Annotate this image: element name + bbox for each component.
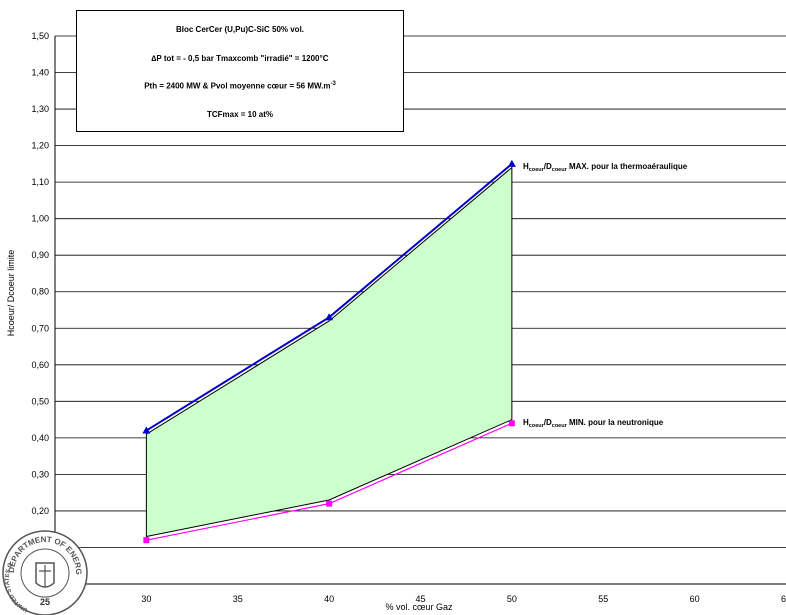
band-area bbox=[145, 166, 513, 538]
y-tick-label: 0,90 bbox=[31, 250, 49, 260]
y-tick-label: 0,70 bbox=[31, 323, 49, 333]
y-tick-label: 0,80 bbox=[31, 287, 49, 297]
axes bbox=[54, 36, 786, 585]
x-tick-label: 65 bbox=[781, 594, 786, 604]
info-line-3-main: Pth = 2400 MW & Pvol moyenne cœur = 56 M… bbox=[144, 81, 331, 91]
info-line-3: Pth = 2400 MW & Pvol moyenne cœur = 56 M… bbox=[77, 81, 403, 91]
y-tick-label: 0,30 bbox=[31, 469, 49, 479]
marker-min-point bbox=[326, 500, 333, 507]
info-line-4: TCFmax = 10 at% bbox=[206, 110, 274, 119]
doe-seal-icon: DEPARTMENT OF ENERGY UNITED STATES OF AM… bbox=[0, 525, 88, 615]
info-line-1: Bloc CerCer (U,Pu)C-SiC 50% vol. bbox=[175, 25, 305, 34]
y-tick-label: 0,50 bbox=[31, 396, 49, 406]
x-tick-label: 45 bbox=[415, 594, 425, 604]
y-tick-label: 0,40 bbox=[31, 433, 49, 443]
y-tick-label: 1,40 bbox=[31, 68, 49, 78]
seal-page-number: 25 bbox=[40, 597, 50, 607]
x-tick-label: 35 bbox=[233, 594, 243, 604]
tick-labels: 0,000,100,200,300,400,500,600,700,800,90… bbox=[31, 31, 786, 604]
y-tick-label: 1,00 bbox=[31, 214, 49, 224]
x-tick-label: 30 bbox=[141, 594, 151, 604]
info-box: Bloc CerCer (U,Pu)C-SiC 50% vol. ∆P tot … bbox=[76, 10, 404, 132]
y-tick-label: 1,10 bbox=[31, 177, 49, 187]
marker-min-point bbox=[143, 537, 150, 544]
x-tick-label: 55 bbox=[598, 594, 608, 604]
y-tick-label: 0,20 bbox=[31, 506, 49, 516]
marker-max-point bbox=[142, 426, 151, 434]
y-tick-label: 1,20 bbox=[31, 141, 49, 151]
y-axis-title: Hcoeur/ Dcoeur limite bbox=[6, 250, 16, 337]
x-axis-title: % vol. cœur Gaz bbox=[385, 602, 453, 612]
marker-max-point bbox=[507, 159, 516, 167]
x-tick-label: 50 bbox=[507, 594, 517, 604]
marker-max-point bbox=[325, 313, 334, 321]
annotation-min: Hcoeur/Dcoeur MIN. pour la neutronique bbox=[523, 418, 664, 429]
feasibility-band bbox=[145, 166, 513, 538]
x-tick-label: 60 bbox=[690, 594, 700, 604]
y-tick-label: 0,60 bbox=[31, 360, 49, 370]
marker-min-point bbox=[508, 420, 515, 427]
y-tick-label: 1,50 bbox=[31, 31, 49, 41]
series-group bbox=[142, 159, 516, 544]
y-tick-label: 1,30 bbox=[31, 104, 49, 114]
info-line-3-sup: -3 bbox=[330, 81, 336, 87]
info-line-2: ∆P tot = - 0,5 bar Tmaxcomb "irradié" = … bbox=[151, 54, 329, 63]
annotation-max: Hcoeur/Dcoeur MAX. pour la thermoaérauli… bbox=[523, 162, 688, 173]
x-tick-label: 40 bbox=[324, 594, 334, 604]
